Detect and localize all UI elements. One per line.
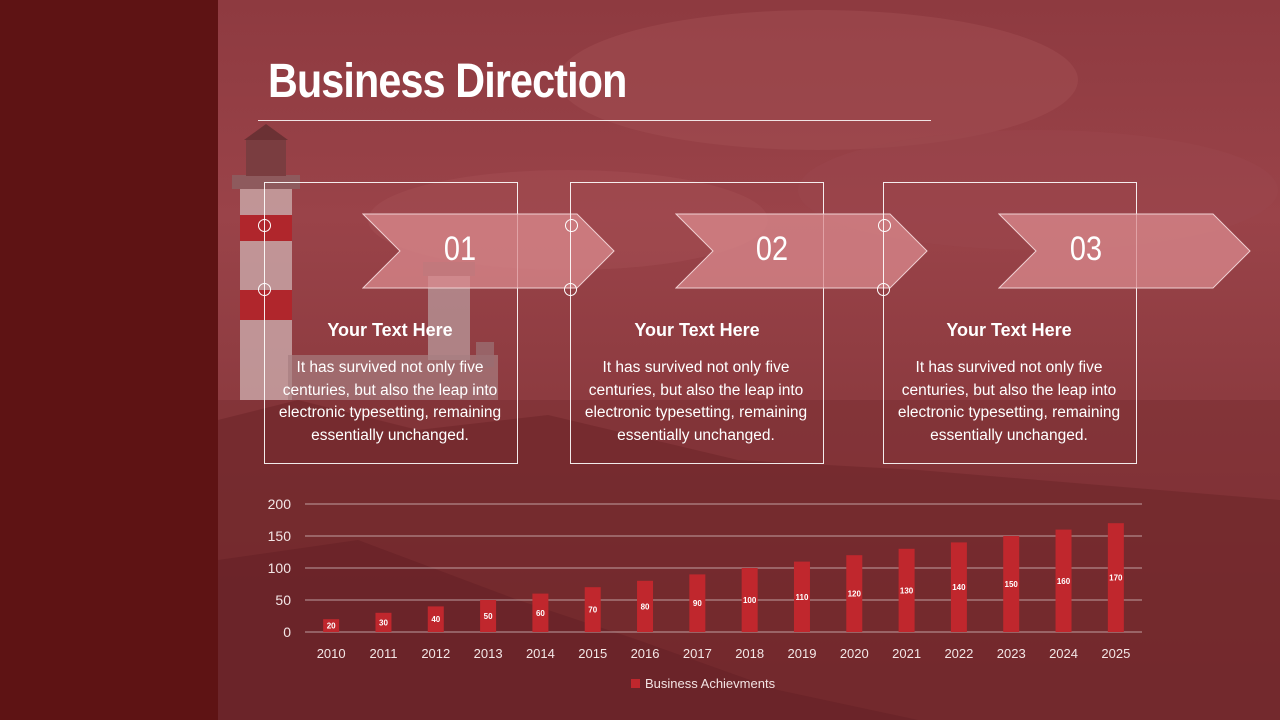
- bar: [741, 568, 758, 632]
- x-tick-label: 2017: [683, 646, 712, 661]
- step-3-connector-dot-top: [878, 219, 891, 232]
- step-2-heading: Your Text Here: [634, 320, 760, 340]
- step-3-chevron-arrow: [998, 213, 1251, 289]
- bar: [584, 587, 601, 632]
- lighthouse-background-image: [218, 10, 1280, 720]
- bar: [898, 548, 915, 632]
- bar: [480, 600, 497, 632]
- step-2-chevron-arrow: [675, 213, 928, 289]
- step-1-frame: [264, 182, 518, 464]
- step-2-body: It has survived not only five centuries,…: [584, 359, 808, 444]
- step-3-heading: Your Text Here: [946, 320, 1072, 340]
- x-tick-label: 2014: [526, 646, 555, 661]
- bar: [1107, 523, 1124, 632]
- bar: [1055, 529, 1072, 632]
- bar: [793, 561, 810, 632]
- bar: [950, 542, 967, 632]
- step-2-connector-dot-bottom: [564, 283, 577, 296]
- bar-data-label: 60: [536, 609, 545, 618]
- bar-data-label: 130: [900, 586, 914, 595]
- title-divider: [258, 120, 931, 121]
- y-tick-label: 0: [283, 624, 291, 640]
- bar-data-label: 40: [431, 615, 440, 624]
- x-tick-label: 2010: [317, 646, 346, 661]
- y-tick-label: 100: [268, 560, 292, 576]
- bar: [689, 574, 706, 632]
- bar-data-label: 70: [588, 606, 597, 615]
- bar-data-label: 170: [1109, 574, 1123, 583]
- step-1-connector-dot-top: [258, 219, 271, 232]
- step-1-heading: Your Text Here: [327, 320, 453, 340]
- x-tick-label: 2020: [840, 646, 869, 661]
- bar-data-label: 100: [743, 596, 757, 605]
- step-1-connector-dot-bottom: [258, 283, 271, 296]
- step-3-body: It has survived not only five centuries,…: [897, 359, 1121, 444]
- x-tick-label: 2024: [1049, 646, 1078, 661]
- step-1-body: It has survived not only five centuries,…: [278, 359, 502, 444]
- x-tick-label: 2018: [735, 646, 764, 661]
- x-tick-label: 2016: [631, 646, 660, 661]
- bar: [532, 593, 549, 632]
- bar: [427, 606, 444, 632]
- x-tick-label: 2022: [944, 646, 973, 661]
- y-tick-label: 50: [275, 592, 291, 608]
- bar-data-label: 50: [484, 612, 493, 621]
- x-tick-label: 2012: [421, 646, 450, 661]
- bar-data-label: 90: [693, 599, 702, 608]
- bar-data-label: 120: [848, 590, 862, 599]
- step-3-number: 03: [1069, 230, 1103, 268]
- step-2-connector-dot-top: [565, 219, 578, 232]
- bar: [1003, 536, 1020, 632]
- bar: [375, 612, 392, 632]
- x-tick-label: 2021: [892, 646, 921, 661]
- x-tick-label: 2015: [578, 646, 607, 661]
- bar-data-label: 110: [796, 593, 809, 602]
- bar: [637, 580, 654, 632]
- left-sidebar-band: [0, 0, 218, 720]
- bar-data-label: 150: [1005, 580, 1019, 589]
- chart-legend: Business Achievments: [631, 676, 775, 691]
- x-tick-label: 2013: [474, 646, 503, 661]
- bar: [323, 619, 340, 632]
- bar: [846, 555, 863, 632]
- x-tick-label: 2025: [1101, 646, 1130, 661]
- legend-label: Business Achievments: [645, 676, 776, 691]
- step-1-chevron-arrow: [362, 213, 615, 289]
- bar-data-label: 160: [1057, 577, 1071, 586]
- x-tick-label: 2023: [997, 646, 1026, 661]
- y-tick-label: 150: [268, 528, 292, 544]
- bar-data-label: 30: [379, 618, 388, 627]
- legend-swatch: [631, 679, 640, 688]
- x-tick-label: 2011: [369, 646, 397, 661]
- y-tick-label: 200: [268, 496, 292, 512]
- step-3-frame: [883, 182, 1137, 464]
- bar-data-label: 140: [952, 583, 966, 592]
- step-1-number: 01: [443, 230, 477, 268]
- step-2-number: 02: [755, 230, 789, 268]
- bar-data-label: 20: [327, 622, 336, 631]
- step-2-frame: [570, 182, 824, 464]
- step-3-connector-dot-bottom: [877, 283, 890, 296]
- slide-title: Business Direction: [268, 55, 627, 108]
- x-tick-label: 2019: [788, 646, 817, 661]
- bar-data-label: 80: [641, 602, 650, 611]
